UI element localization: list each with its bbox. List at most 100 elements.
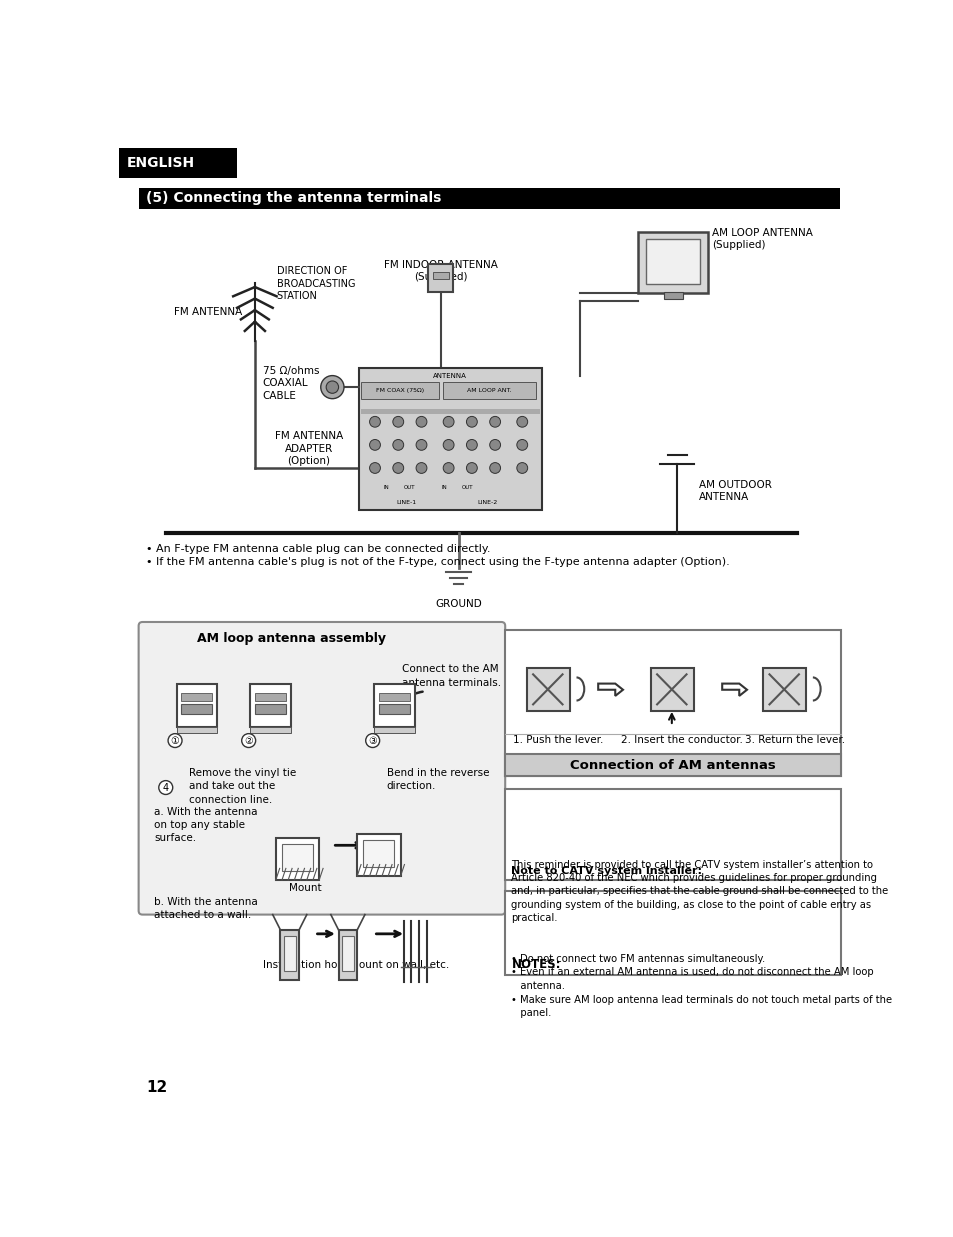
Text: AM OUTDOOR
ANTENNA: AM OUTDOOR ANTENNA xyxy=(699,480,771,502)
Circle shape xyxy=(168,734,182,747)
Bar xyxy=(378,693,410,700)
Text: Connect to the AM
antenna terminals.: Connect to the AM antenna terminals. xyxy=(402,664,500,688)
Bar xyxy=(138,188,840,209)
Bar xyxy=(176,684,216,726)
Circle shape xyxy=(466,439,476,450)
Circle shape xyxy=(369,463,380,474)
Circle shape xyxy=(489,417,500,427)
FancyBboxPatch shape xyxy=(138,622,505,914)
Bar xyxy=(254,704,286,715)
Text: FM INDOOR ANTENNA
(Supplied): FM INDOOR ANTENNA (Supplied) xyxy=(383,260,497,282)
Circle shape xyxy=(158,781,172,794)
Bar xyxy=(374,684,415,726)
Circle shape xyxy=(369,417,380,427)
Bar xyxy=(181,704,212,715)
Text: DIRECTION OF
BROADCASTING
STATION: DIRECTION OF BROADCASTING STATION xyxy=(276,266,355,301)
Text: GROUND: GROUND xyxy=(435,599,481,609)
Circle shape xyxy=(369,439,380,450)
Bar xyxy=(250,726,291,732)
Bar xyxy=(505,789,840,880)
Text: Note to CATV system installer:: Note to CATV system installer: xyxy=(511,866,701,876)
Bar xyxy=(505,630,840,776)
Text: Connection of AM antennas: Connection of AM antennas xyxy=(570,758,775,772)
Circle shape xyxy=(416,463,427,474)
Text: 3. Return the lever.: 3. Return the lever. xyxy=(744,735,844,745)
Text: This reminder is provided to call the CATV system installer’s attention to
Artic: This reminder is provided to call the CA… xyxy=(511,860,887,923)
Bar xyxy=(505,755,840,776)
Circle shape xyxy=(365,734,379,747)
Text: 1. Push the lever.: 1. Push the lever. xyxy=(513,735,602,745)
Text: ①: ① xyxy=(171,736,179,746)
Circle shape xyxy=(489,463,500,474)
Bar xyxy=(443,382,536,398)
Text: ENGLISH: ENGLISH xyxy=(127,156,195,169)
Text: a. With the antenna
on top any stable
surface.: a. With the antenna on top any stable su… xyxy=(154,807,257,844)
Circle shape xyxy=(443,463,454,474)
Circle shape xyxy=(443,417,454,427)
Circle shape xyxy=(393,439,403,450)
Bar xyxy=(378,704,410,715)
Circle shape xyxy=(517,463,527,474)
Text: IN: IN xyxy=(441,485,447,490)
Circle shape xyxy=(489,439,500,450)
Bar xyxy=(374,726,415,732)
Circle shape xyxy=(393,463,403,474)
Polygon shape xyxy=(721,684,746,696)
Text: 2. Insert the conductor.: 2. Insert the conductor. xyxy=(620,735,742,745)
Bar xyxy=(650,668,693,710)
Text: Mount: Mount xyxy=(289,883,321,893)
Text: FM ANTENNA
ADAPTER
(Option): FM ANTENNA ADAPTER (Option) xyxy=(274,432,343,466)
Circle shape xyxy=(517,417,527,427)
Bar xyxy=(283,936,295,971)
Text: Bend in the reverse
direction.: Bend in the reverse direction. xyxy=(386,768,489,792)
Text: IN: IN xyxy=(383,485,389,490)
Text: • An F-type FM antenna cable plug can be connected directly.: • An F-type FM antenna cable plug can be… xyxy=(146,544,491,554)
Text: FM ANTENNA: FM ANTENNA xyxy=(174,308,242,318)
Text: OUT: OUT xyxy=(404,485,416,490)
Bar xyxy=(254,693,286,700)
Text: • If the FM antenna cable's plug is not of the F-type, connect using the F-type : • If the FM antenna cable's plug is not … xyxy=(146,557,729,567)
Bar xyxy=(638,231,707,293)
Text: FM COAX (75Ω): FM COAX (75Ω) xyxy=(375,387,423,392)
Bar xyxy=(645,239,700,285)
Text: AM LOOP ANT.: AM LOOP ANT. xyxy=(467,387,512,392)
Circle shape xyxy=(466,463,476,474)
Text: (5) Connecting the antenna terminals: (5) Connecting the antenna terminals xyxy=(146,192,441,205)
Text: NOTES:: NOTES: xyxy=(511,959,560,971)
Text: ②: ② xyxy=(244,736,253,746)
Text: LINE-1: LINE-1 xyxy=(395,500,416,505)
Circle shape xyxy=(416,439,427,450)
Text: b. With the antenna
attached to a wall.: b. With the antenna attached to a wall. xyxy=(154,897,257,920)
Bar xyxy=(338,930,356,980)
Text: AM LOOP ANTENNA
(Supplied): AM LOOP ANTENNA (Supplied) xyxy=(711,228,812,250)
Text: 12: 12 xyxy=(146,1080,168,1095)
Bar xyxy=(360,409,539,414)
Bar xyxy=(428,263,453,292)
Circle shape xyxy=(320,376,344,398)
Text: Installation hole Mount on wall, etc.: Installation hole Mount on wall, etc. xyxy=(262,960,449,970)
Bar xyxy=(280,930,298,980)
Bar xyxy=(663,292,682,299)
Circle shape xyxy=(416,417,427,427)
Text: 4: 4 xyxy=(163,783,169,793)
Text: ANTENNA: ANTENNA xyxy=(433,372,467,379)
Bar xyxy=(282,844,313,871)
Text: OUT: OUT xyxy=(462,485,474,490)
Circle shape xyxy=(241,734,255,747)
Bar xyxy=(505,892,840,975)
Text: 75 Ω/ohms
COAXIAL
CABLE: 75 Ω/ohms COAXIAL CABLE xyxy=(262,366,319,401)
Bar xyxy=(356,834,400,876)
Bar xyxy=(526,668,569,710)
Bar xyxy=(119,148,236,178)
Circle shape xyxy=(517,439,527,450)
Text: LINE-2: LINE-2 xyxy=(476,500,497,505)
Polygon shape xyxy=(598,684,622,696)
Bar xyxy=(433,272,448,280)
Text: Remove the vinyl tie
and take out the
connection line.: Remove the vinyl tie and take out the co… xyxy=(189,768,296,805)
Bar xyxy=(360,382,438,398)
Bar xyxy=(176,726,216,732)
Circle shape xyxy=(393,417,403,427)
Circle shape xyxy=(326,381,338,393)
Bar xyxy=(359,367,541,511)
Bar xyxy=(275,837,319,880)
